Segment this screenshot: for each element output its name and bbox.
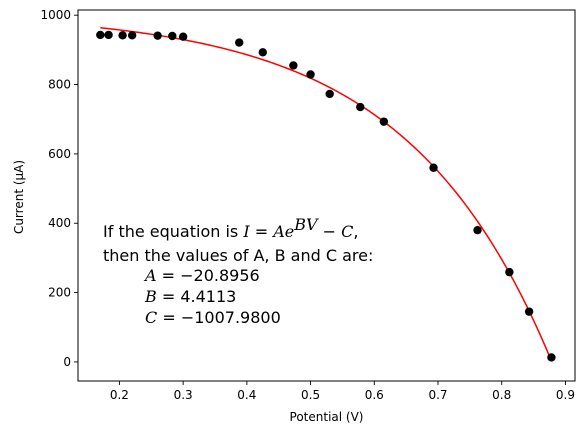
annotation-var-c: C bbox=[341, 222, 353, 241]
param-c-label: C bbox=[145, 308, 157, 327]
data-point bbox=[380, 117, 388, 125]
x-tick-label: 0.6 bbox=[365, 388, 384, 402]
y-tick-label: 600 bbox=[48, 147, 71, 161]
data-point bbox=[104, 31, 112, 39]
annotation-minus: − bbox=[318, 222, 342, 241]
data-point bbox=[289, 61, 297, 69]
param-b-label: B bbox=[144, 287, 157, 306]
y-tick-label: 200 bbox=[48, 286, 71, 300]
annotation-param-c: C = −1007.9800 bbox=[145, 308, 281, 327]
param-b-value: = 4.4113 bbox=[157, 287, 237, 306]
annotation-equals: = bbox=[250, 222, 274, 241]
x-tick-label: 0.9 bbox=[556, 388, 575, 402]
data-point bbox=[153, 31, 161, 39]
data-point bbox=[429, 164, 437, 172]
data-point bbox=[325, 90, 333, 98]
x-axis-ticks: 0.2 0.3 0.4 0.5 0.6 0.7 0.8 0.9 bbox=[110, 381, 575, 402]
data-point bbox=[547, 353, 555, 361]
param-c-value: = −1007.9800 bbox=[157, 308, 281, 327]
data-point bbox=[179, 33, 187, 41]
data-point bbox=[259, 48, 267, 56]
y-axis-label: Current (μA) bbox=[12, 160, 26, 234]
annotation-param-a: A = −20.8956 bbox=[143, 266, 260, 285]
annotation-line-2: then the values of A, B and C are: bbox=[103, 246, 373, 265]
y-tick-label: 400 bbox=[48, 216, 71, 230]
annotation-exponent: BV bbox=[293, 215, 319, 234]
param-a-label: A bbox=[143, 266, 157, 285]
data-point bbox=[128, 31, 136, 39]
data-point bbox=[525, 307, 533, 315]
data-point bbox=[356, 103, 364, 111]
x-tick-label: 0.7 bbox=[428, 388, 447, 402]
y-tick-label: 0 bbox=[63, 355, 71, 369]
data-point bbox=[118, 31, 126, 39]
x-tick-label: 0.4 bbox=[237, 388, 256, 402]
data-point bbox=[235, 38, 243, 46]
annotation-line-1-prefix: If the equation is bbox=[103, 222, 243, 241]
x-tick-label: 0.3 bbox=[174, 388, 193, 402]
data-point bbox=[168, 32, 176, 40]
y-axis-ticks: 0 200 400 600 800 1000 bbox=[40, 8, 78, 369]
param-a-value: = −20.8956 bbox=[157, 266, 260, 285]
x-tick-label: 0.8 bbox=[492, 388, 511, 402]
annotation-ae: Ae bbox=[271, 222, 294, 241]
annotation-line-1-suffix: , bbox=[353, 222, 358, 241]
data-point bbox=[473, 226, 481, 234]
annotation-param-b: B = 4.4113 bbox=[144, 287, 236, 306]
y-tick-label: 1000 bbox=[40, 8, 71, 22]
data-point bbox=[505, 268, 513, 276]
data-point bbox=[306, 70, 314, 78]
x-tick-label: 0.5 bbox=[301, 388, 320, 402]
x-tick-label: 0.2 bbox=[110, 388, 129, 402]
data-point bbox=[96, 31, 104, 39]
y-tick-label: 800 bbox=[48, 78, 71, 92]
x-axis-label: Potential (V) bbox=[290, 410, 364, 424]
